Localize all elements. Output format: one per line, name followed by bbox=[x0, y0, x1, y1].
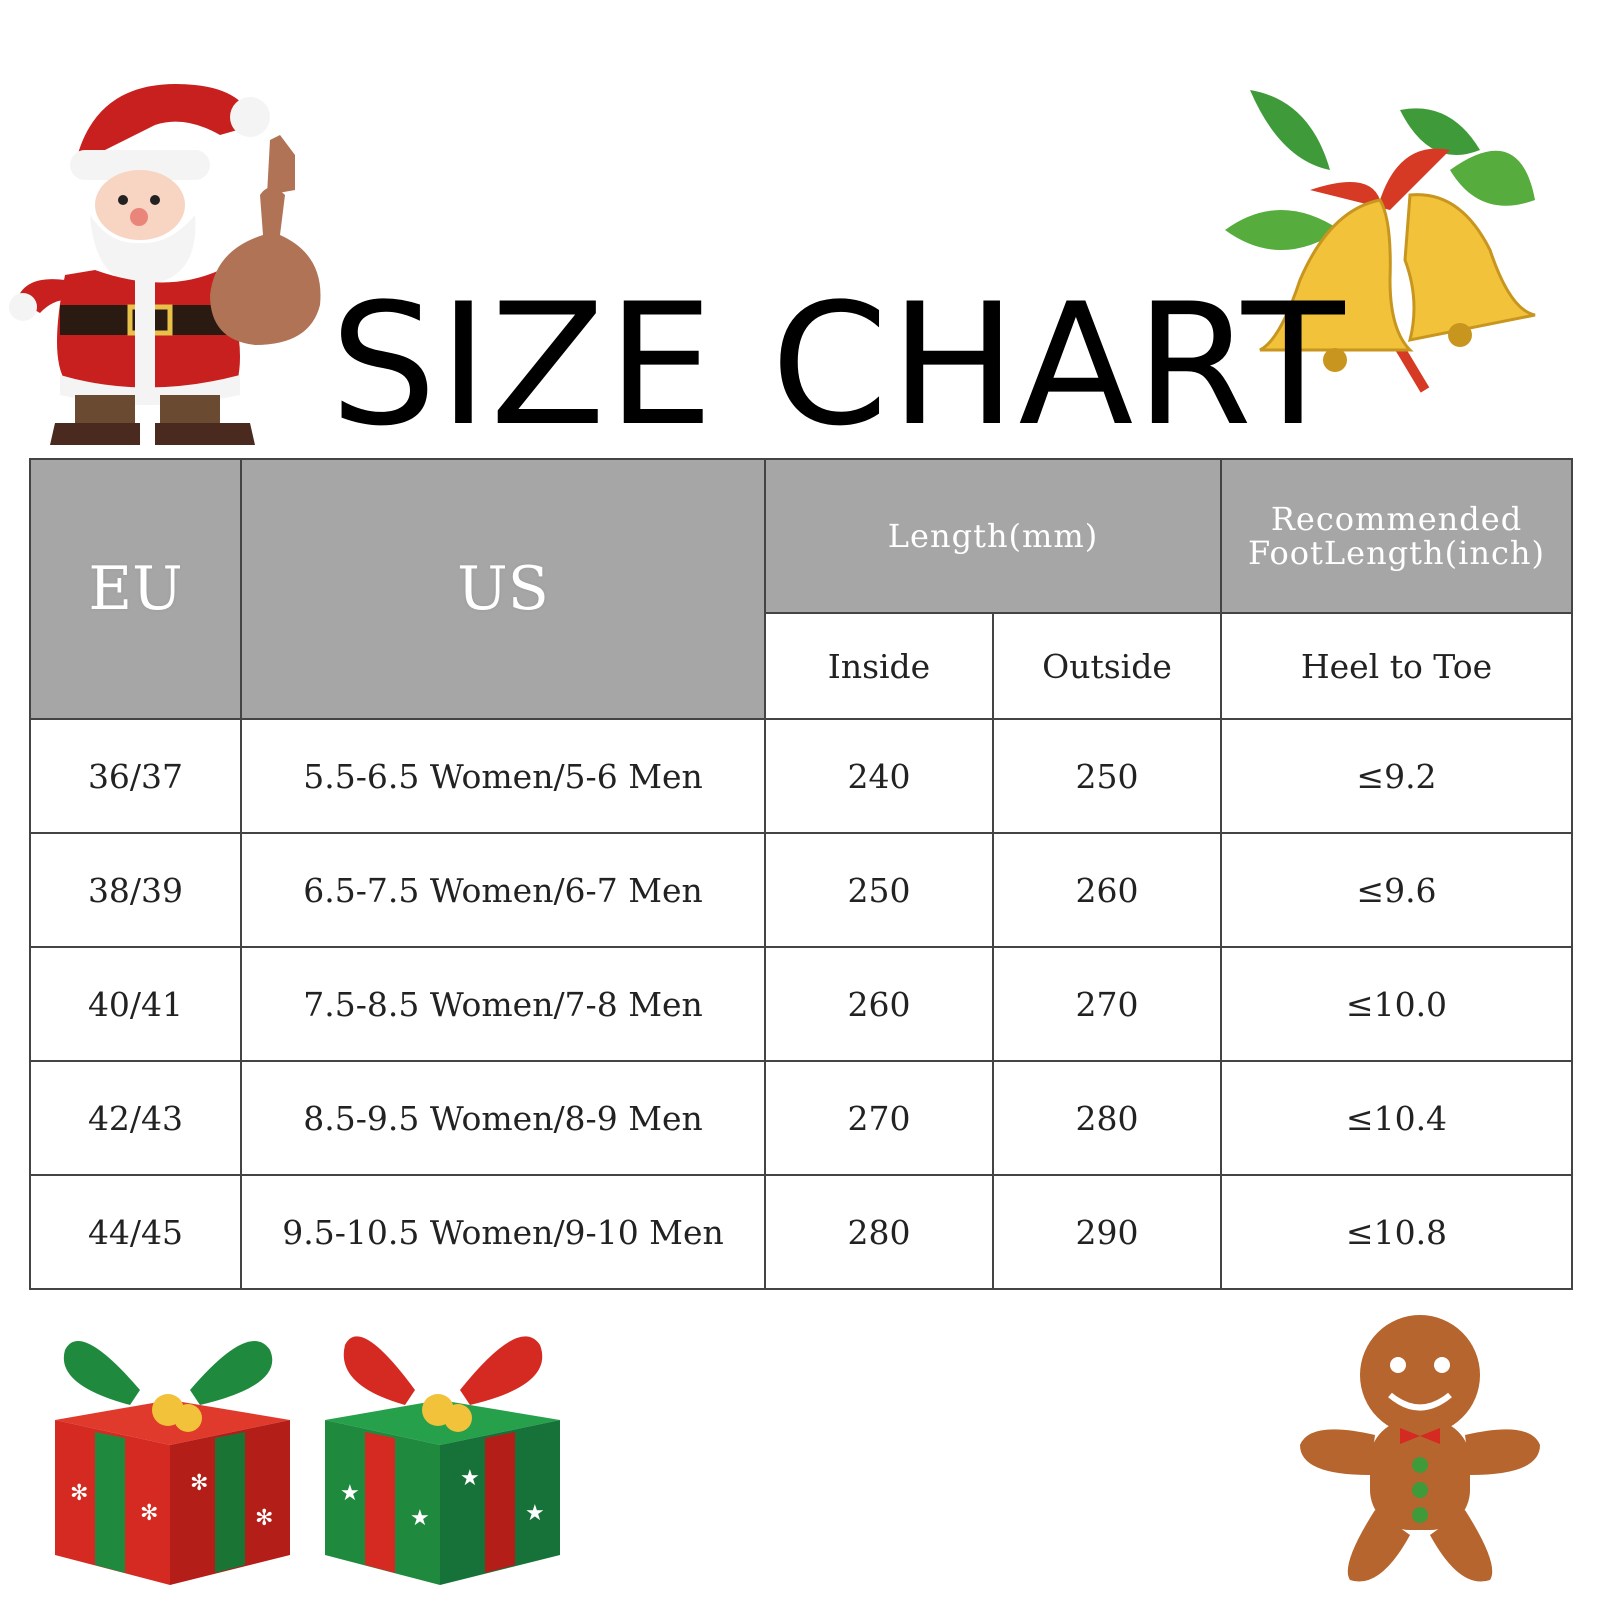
table-row: 38/39 6.5-7.5 Women/6-7 Men 250 260 ≤9.6 bbox=[29, 832, 1573, 948]
header-recommended-line1: Recommended bbox=[1270, 500, 1523, 538]
cell-outside: 250 bbox=[992, 718, 1222, 834]
cell-foot-length: ≤10.0 bbox=[1220, 946, 1573, 1062]
gingerbread-icon bbox=[1300, 1315, 1540, 1582]
gift-red-icon: ✻ ✻ ✻ ✻ bbox=[55, 1341, 290, 1585]
header-length: Length(mm) bbox=[764, 458, 1222, 614]
cell-outside: 290 bbox=[992, 1174, 1222, 1290]
cell-eu: 38/39 bbox=[29, 832, 242, 948]
size-chart-table: EU US Length(mm) Recommended FootLength(… bbox=[29, 458, 1573, 1290]
cell-outside: 280 bbox=[992, 1060, 1222, 1176]
cell-inside: 270 bbox=[764, 1060, 994, 1176]
cell-eu: 40/41 bbox=[29, 946, 242, 1062]
svg-text:★: ★ bbox=[410, 1506, 430, 1531]
header-recommended-line2: FootLength(inch) bbox=[1248, 534, 1545, 572]
cell-foot-length: ≤9.2 bbox=[1220, 718, 1573, 834]
gift-green-icon: ★ ★ ★ ★ bbox=[325, 1336, 560, 1585]
header-outside: Outside bbox=[992, 612, 1222, 720]
header-heel-to-toe: Heel to Toe bbox=[1220, 612, 1573, 720]
header-eu: EU bbox=[29, 458, 242, 720]
table-row: 44/45 9.5-10.5 Women/9-10 Men 280 290 ≤1… bbox=[29, 1174, 1573, 1290]
table-row: 40/41 7.5-8.5 Women/7-8 Men 260 270 ≤10.… bbox=[29, 946, 1573, 1062]
cell-eu: 44/45 bbox=[29, 1174, 242, 1290]
page-title: SIZE CHART bbox=[330, 267, 1347, 463]
cell-us: 5.5-6.5 Women/5-6 Men bbox=[240, 718, 766, 834]
cell-eu: 36/37 bbox=[29, 718, 242, 834]
cell-outside: 270 bbox=[992, 946, 1222, 1062]
bells-icon bbox=[1225, 90, 1536, 393]
svg-text:★: ★ bbox=[340, 1481, 360, 1506]
cell-outside: 260 bbox=[992, 832, 1222, 948]
svg-text:✻: ✻ bbox=[255, 1506, 273, 1531]
svg-text:★: ★ bbox=[460, 1466, 480, 1491]
table-row: 42/43 8.5-9.5 Women/8-9 Men 270 280 ≤10.… bbox=[29, 1060, 1573, 1176]
svg-text:✻: ✻ bbox=[140, 1501, 158, 1526]
cell-eu: 42/43 bbox=[29, 1060, 242, 1176]
svg-text:✻: ✻ bbox=[190, 1471, 208, 1496]
cell-foot-length: ≤9.6 bbox=[1220, 832, 1573, 948]
cell-inside: 280 bbox=[764, 1174, 994, 1290]
cell-inside: 250 bbox=[764, 832, 994, 948]
header-us: US bbox=[240, 458, 766, 720]
header-recommended: Recommended FootLength(inch) bbox=[1220, 458, 1573, 614]
cell-foot-length: ≤10.8 bbox=[1220, 1174, 1573, 1290]
cell-inside: 240 bbox=[764, 718, 994, 834]
cell-us: 8.5-9.5 Women/8-9 Men bbox=[240, 1060, 766, 1176]
cell-inside: 260 bbox=[764, 946, 994, 1062]
cell-foot-length: ≤10.4 bbox=[1220, 1060, 1573, 1176]
cell-us: 6.5-7.5 Women/6-7 Men bbox=[240, 832, 766, 948]
cell-us: 9.5-10.5 Women/9-10 Men bbox=[240, 1174, 766, 1290]
svg-text:✻: ✻ bbox=[70, 1481, 88, 1506]
svg-text:★: ★ bbox=[525, 1501, 545, 1526]
santa-icon bbox=[9, 84, 321, 445]
header-inside: Inside bbox=[764, 612, 994, 720]
table-row: 36/37 5.5-6.5 Women/5-6 Men 240 250 ≤9.2 bbox=[29, 718, 1573, 834]
cell-us: 7.5-8.5 Women/7-8 Men bbox=[240, 946, 766, 1062]
